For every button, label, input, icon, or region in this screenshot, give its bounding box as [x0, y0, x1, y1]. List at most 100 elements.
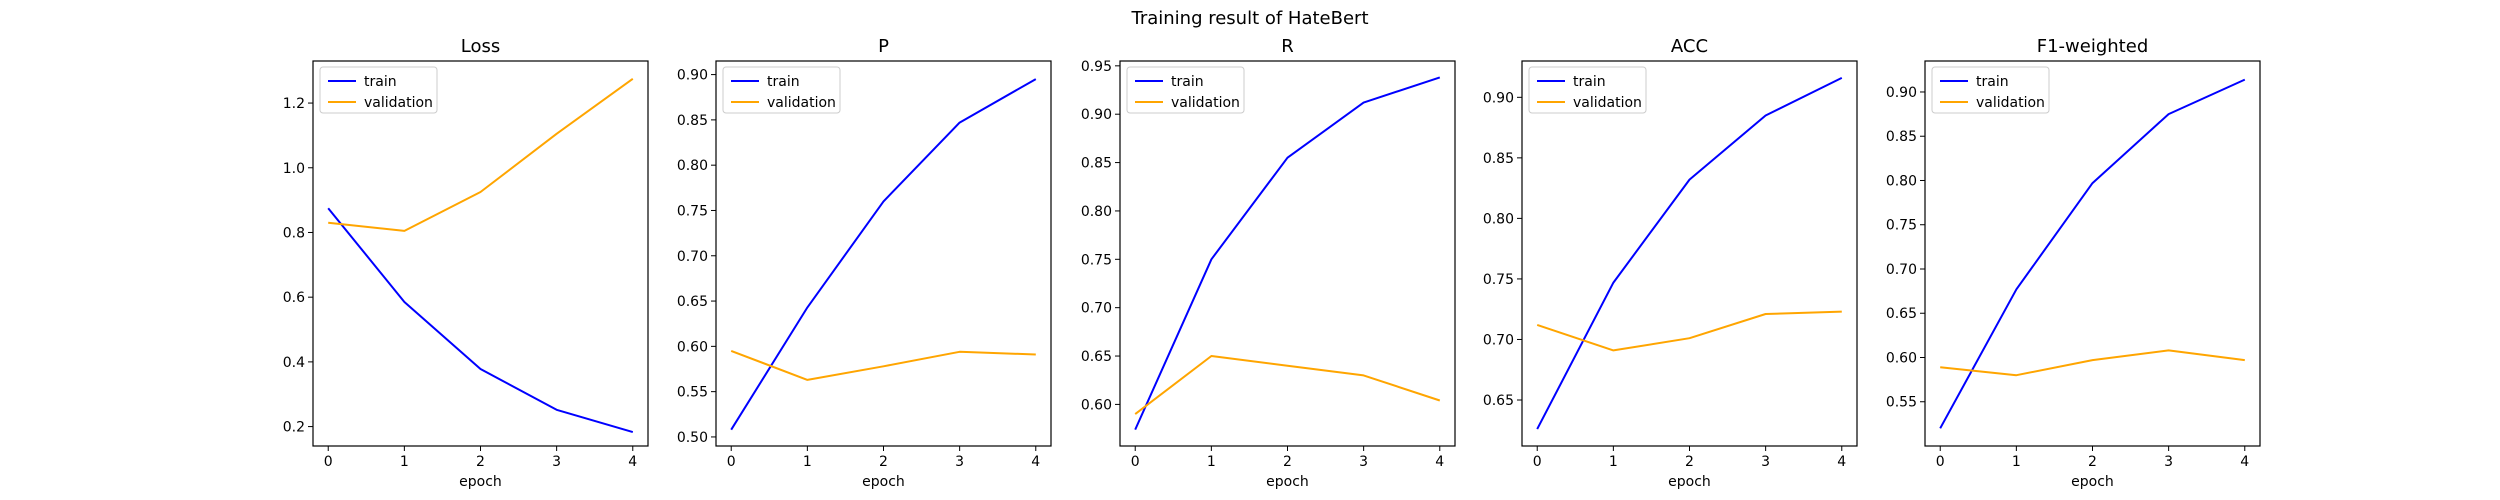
chart-panel-3: ACC 0 1 2 3 4 0.65 0.70 0.75 0.80 0.85 0.90 epoch tra… [1483, 36, 1858, 490]
x-tick-label: 4 [1031, 454, 1040, 470]
series-line-train [1939, 78, 2246, 429]
legend-label-train: train [1976, 74, 2009, 90]
legend-label-train: train [767, 74, 800, 90]
y-tick-label: 0.80 [1483, 211, 1514, 227]
x-tick-label: 4 [2240, 454, 2249, 470]
legend-label-validation: validation [1573, 95, 1642, 111]
y-tick-label: 0.55 [677, 385, 708, 401]
panels: Loss 0 1 2 3 4 0.2 0.4 0.6 0.8 1.0 1.2 epoch train val… [283, 36, 2261, 490]
x-tick-label: 4 [1435, 454, 1444, 470]
x-tick-label: 1 [2012, 454, 2021, 470]
x-tick-label: 0 [1936, 454, 1945, 470]
x-axis-label: epoch [1668, 474, 1711, 490]
x-tick-label: 0 [324, 454, 333, 470]
chart-panel-0: Loss 0 1 2 3 4 0.2 0.4 0.6 0.8 1.0 1.2 epoch train val… [283, 36, 649, 490]
legend-label-train: train [1171, 74, 1204, 90]
y-tick-label: 0.80 [1081, 204, 1112, 220]
x-tick-label: 3 [2164, 454, 2173, 470]
legend-label-validation: validation [767, 95, 836, 111]
panel-title: Loss [461, 36, 500, 57]
figure-title: Training result of HateBert [1130, 8, 1368, 29]
y-tick-label: 0.65 [1483, 393, 1514, 409]
x-tick-label: 2 [879, 454, 888, 470]
x-axis-label: epoch [459, 474, 502, 490]
x-axis-label: epoch [2071, 474, 2114, 490]
y-tick-label: 1.0 [283, 161, 305, 177]
y-tick-label: 0.85 [1886, 129, 1917, 145]
y-tick-label: 0.75 [677, 203, 708, 219]
y-tick-label: 0.90 [1081, 107, 1112, 123]
y-tick-label: 0.2 [283, 420, 305, 436]
x-tick-label: 0 [1131, 454, 1140, 470]
y-tick-label: 0.70 [1081, 301, 1112, 317]
series-line-validation [328, 77, 634, 232]
y-tick-label: 0.95 [1081, 59, 1112, 75]
y-tick-label: 0.90 [1483, 90, 1514, 106]
legend: train validation [722, 66, 841, 114]
plot-frame [312, 60, 649, 447]
x-axis-label: epoch [1266, 474, 1309, 490]
series-line-validation [1940, 349, 2245, 377]
y-tick-label: 0.90 [1886, 85, 1917, 101]
chart-panel-1: P 0 1 2 3 4 0.50 0.55 0.60 0.65 0.70 0.75 0.80 0.85 0.… [677, 36, 1052, 490]
x-tick-label: 3 [955, 454, 964, 470]
legend-label-validation: validation [1171, 95, 1240, 111]
x-tick-label: 2 [2088, 454, 2097, 470]
panel-title: F1-weighted [2037, 36, 2149, 57]
series-line-train [327, 207, 634, 434]
y-tick-label: 0.65 [1081, 349, 1112, 365]
y-tick-label: 0.65 [677, 294, 708, 310]
x-tick-label: 0 [1533, 454, 1542, 470]
x-tick-label: 1 [1609, 454, 1618, 470]
y-tick-label: 0.70 [1483, 332, 1514, 348]
plot-frame [1924, 60, 2261, 447]
y-tick-label: 0.70 [677, 249, 708, 265]
y-tick-label: 0.50 [677, 430, 708, 446]
y-tick-label: 0.4 [283, 355, 305, 371]
legend-label-train: train [364, 74, 397, 90]
x-tick-label: 1 [1207, 454, 1216, 470]
legend: train validation [1126, 66, 1245, 114]
y-tick-label: 1.2 [283, 96, 305, 112]
y-tick-label: 0.55 [1886, 395, 1917, 411]
y-tick-label: 0.90 [677, 68, 708, 84]
x-tick-label: 4 [1837, 454, 1846, 470]
series-line-validation [730, 349, 1036, 381]
legend-label-validation: validation [1976, 95, 2045, 111]
panel-title: P [878, 36, 889, 57]
x-tick-label: 0 [727, 454, 736, 470]
x-tick-label: 2 [476, 454, 485, 470]
legend: train validation [1528, 66, 1647, 114]
y-tick-label: 0.8 [283, 225, 305, 241]
y-tick-label: 0.85 [1081, 156, 1112, 172]
x-tick-label: 4 [628, 454, 637, 470]
x-tick-label: 3 [1761, 454, 1770, 470]
chart-panel-2: R 0 1 2 3 4 0.60 0.65 0.70 0.75 0.80 0.85 0.90 0.95 ep… [1081, 36, 1456, 490]
x-tick-label: 3 [552, 454, 561, 470]
series-line-train [1536, 77, 1843, 430]
y-tick-label: 0.75 [1081, 252, 1112, 268]
legend-label-validation: validation [364, 95, 433, 111]
y-tick-label: 0.70 [1886, 262, 1917, 278]
x-tick-label: 2 [1685, 454, 1694, 470]
chart-panel-4: F1-weighted 0 1 2 3 4 0.55 0.60 0.65 0.70 0.75 0.80… [1886, 36, 2261, 490]
y-tick-label: 0.65 [1886, 306, 1917, 322]
x-tick-label: 1 [400, 454, 409, 470]
legend-label-train: train [1573, 74, 1606, 90]
y-tick-label: 0.75 [1483, 272, 1514, 288]
legend: train validation [319, 66, 438, 114]
y-tick-label: 0.60 [1886, 350, 1917, 366]
series-line-validation [1536, 310, 1842, 352]
y-tick-label: 0.80 [1886, 173, 1917, 189]
x-tick-label: 3 [1359, 454, 1368, 470]
y-tick-label: 0.6 [283, 290, 305, 306]
plot-frame [715, 60, 1052, 447]
y-tick-label: 0.60 [1081, 397, 1112, 413]
x-axis-label: epoch [862, 474, 905, 490]
plot-frame [1521, 60, 1858, 447]
series-line-validation [1134, 355, 1441, 415]
y-tick-label: 0.75 [1886, 218, 1917, 234]
panel-title: ACC [1671, 36, 1708, 57]
series-line-train [730, 78, 1037, 431]
